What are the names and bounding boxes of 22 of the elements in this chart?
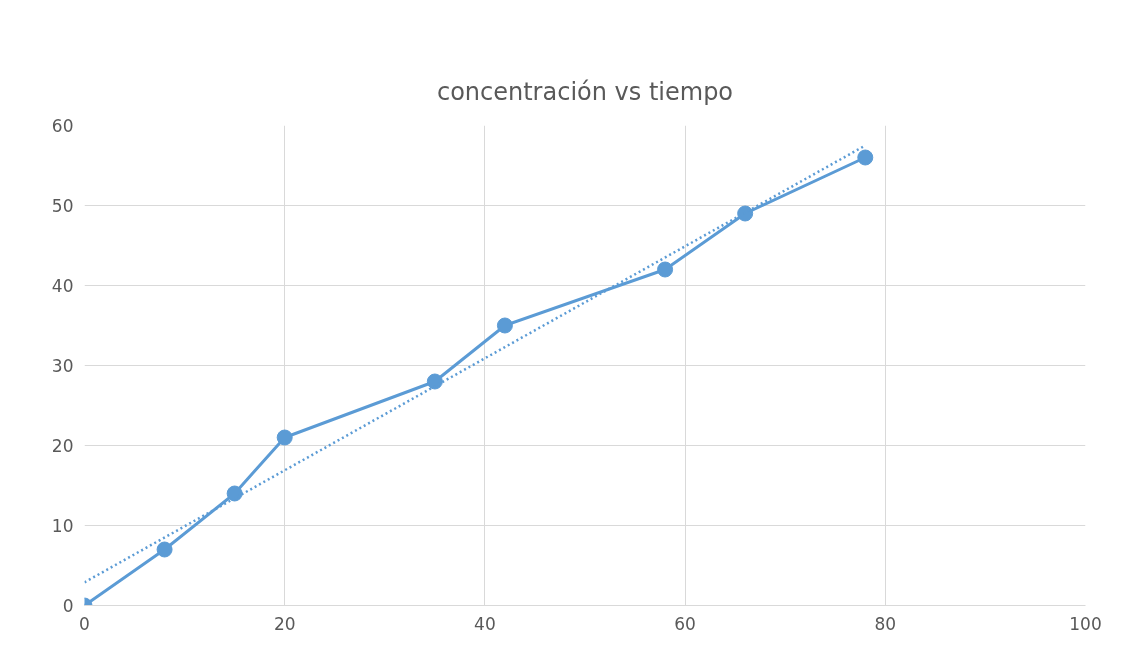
y-tick-label: 10 [51,516,74,536]
y-tick-label: 40 [51,276,74,296]
point [657,261,674,278]
y-tick-label: 0 [62,596,74,616]
x-tick-label: 0 [79,613,90,634]
x-tick-label: 100 [1069,613,1102,634]
point [857,149,874,166]
point [496,317,513,334]
y-tick-label: 20 [51,436,74,456]
point [226,485,243,502]
point [156,541,173,558]
point [737,205,754,222]
y-tick-label: 50 [51,196,74,216]
x-tick-label: 20 [273,613,296,634]
x-tick-label: 80 [874,613,897,634]
point [426,373,443,390]
x-tick-label: 40 [474,613,496,634]
x-tick-label: 60 [674,613,696,634]
y-tick-label: 30 [51,356,74,376]
y-tick-label: 60 [51,116,74,136]
chart-title: concentración vs tiempo [436,77,734,106]
point [276,429,293,446]
